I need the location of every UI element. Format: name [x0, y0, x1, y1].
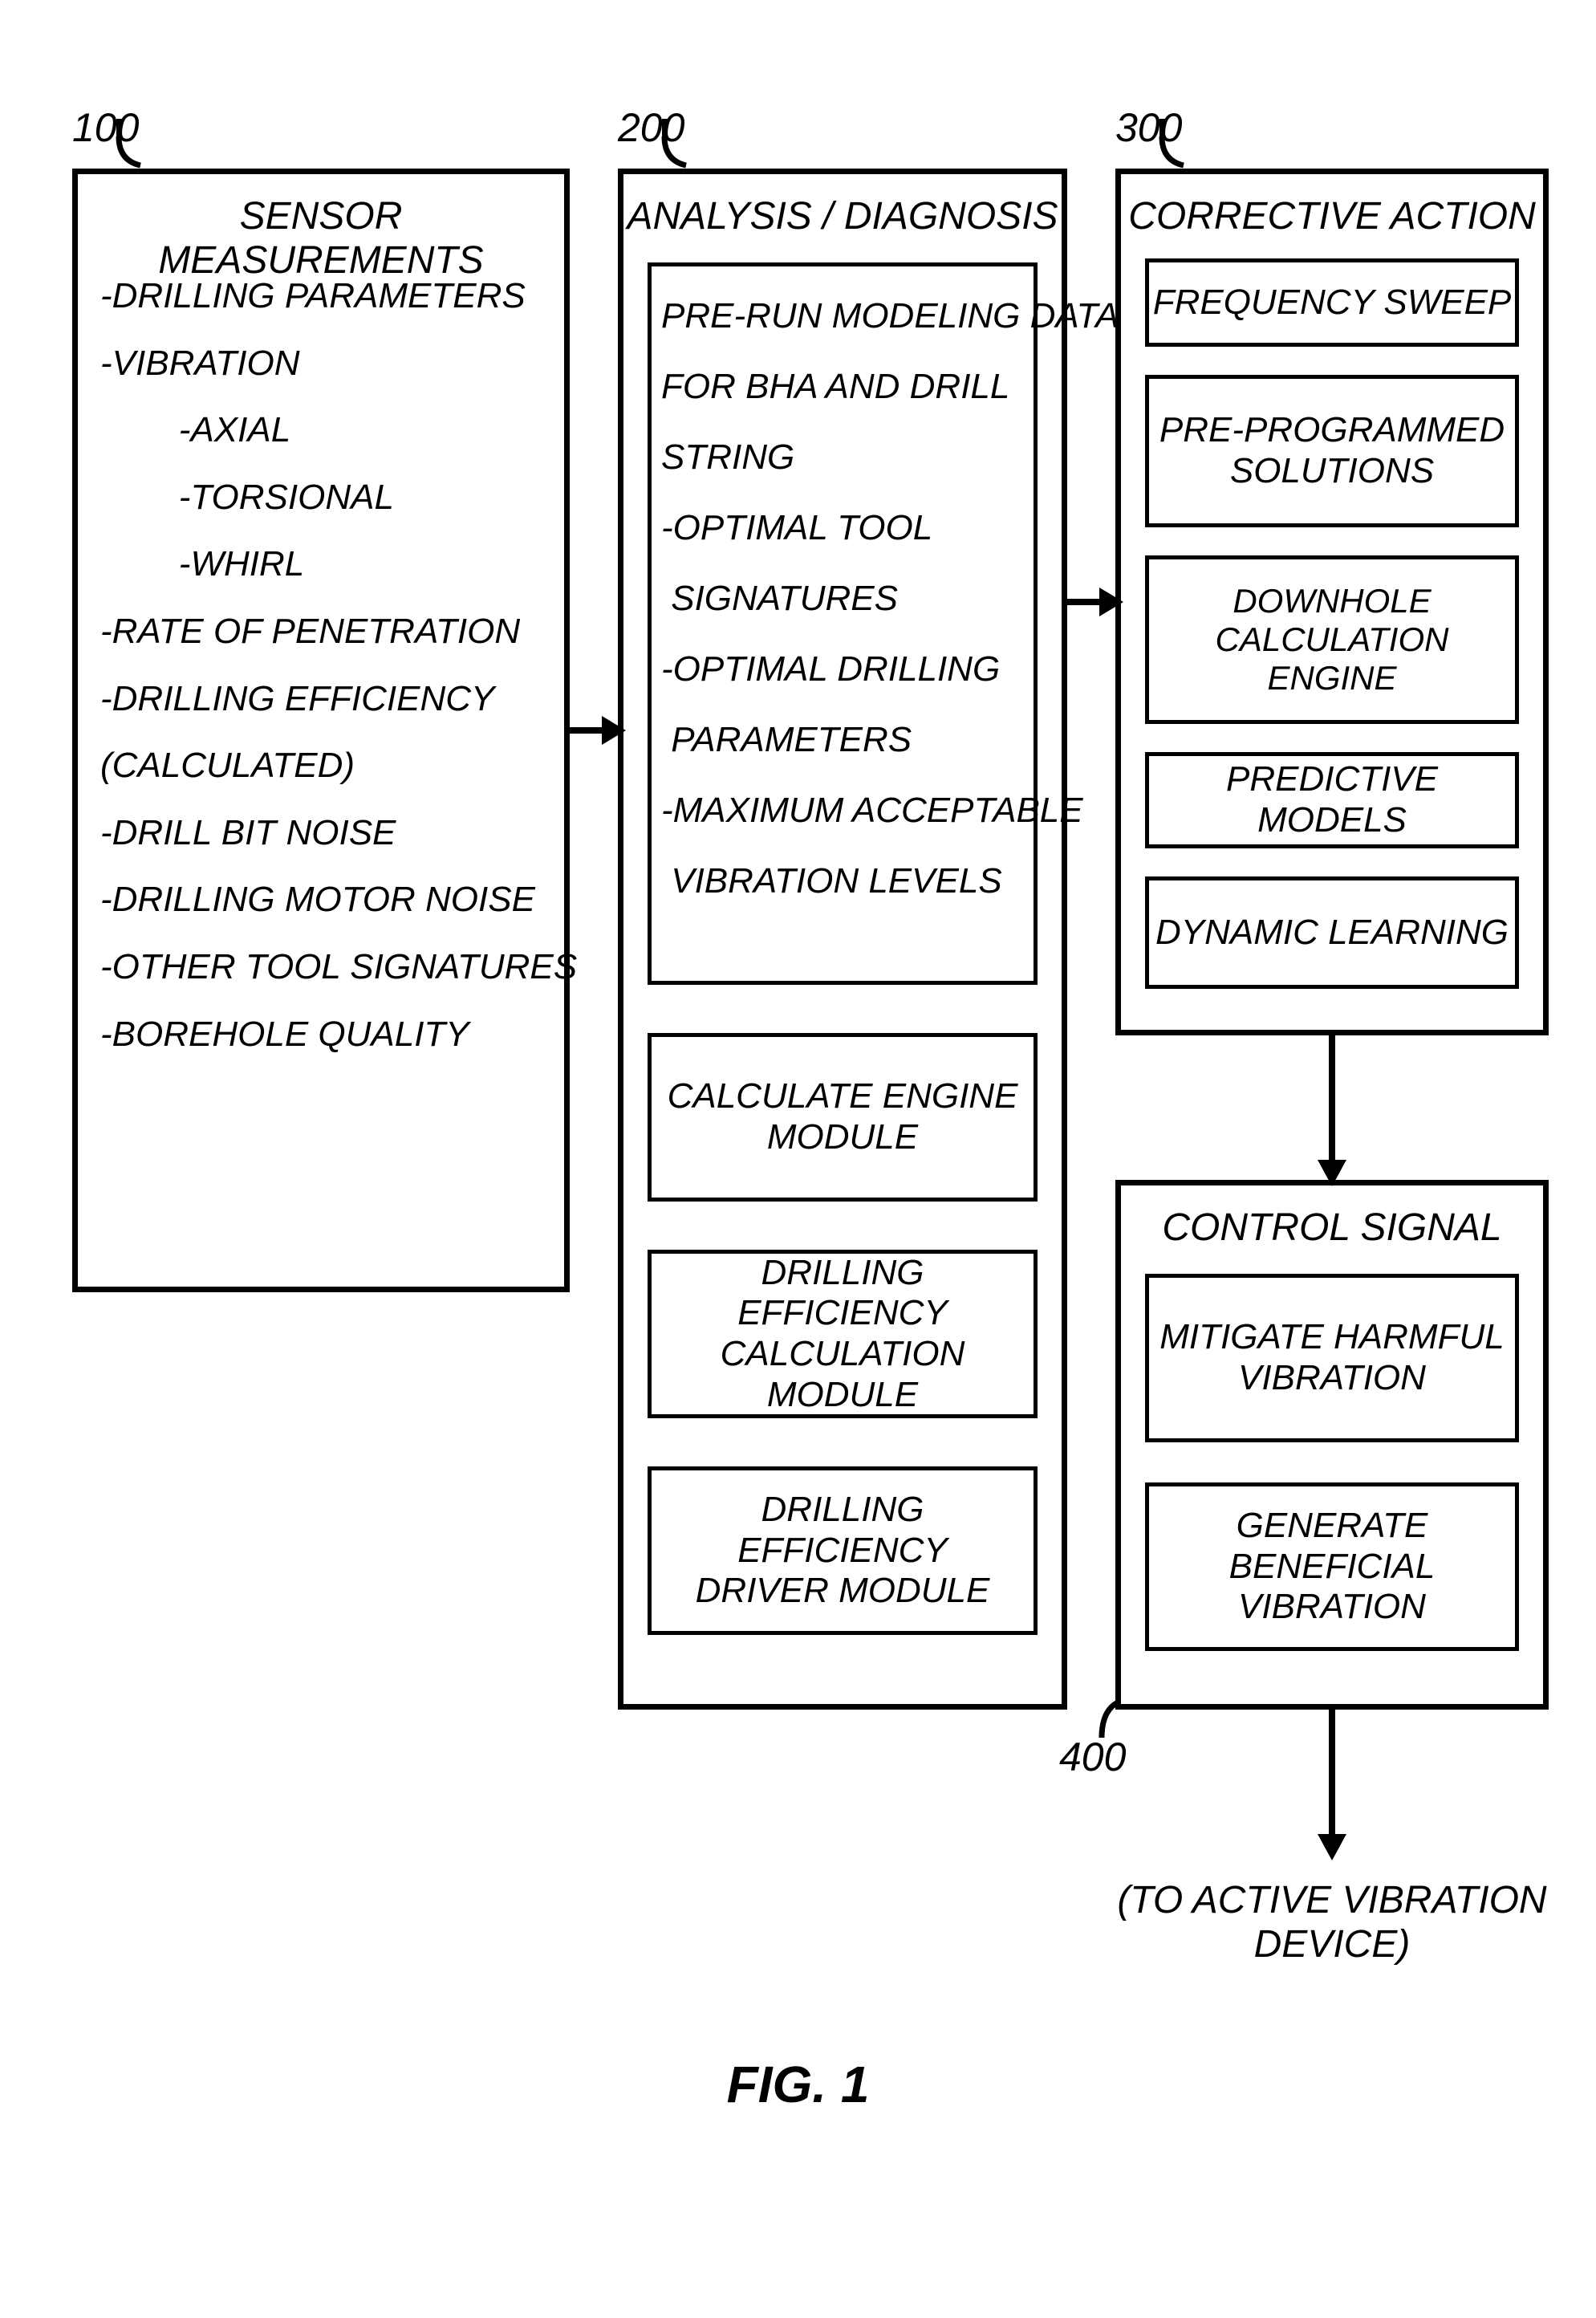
leader-analysis	[662, 119, 668, 139]
control-box: CONTROL SIGNAL MITIGATE HARMFUL VIBRATIO…	[1115, 1180, 1549, 1710]
sensor-box: SENSOR MEASUREMENTS -DRILLING PARAMETERS…	[72, 169, 570, 1292]
corrective-downhole-box: DOWNHOLE CALCULATION ENGINE	[1145, 555, 1519, 724]
analysis-calc-engine-text: CALCULATE ENGINE MODULE	[668, 1076, 1018, 1157]
leader-analysis-curve	[662, 136, 694, 169]
analysis-box: ANALYSIS / DIAGNOSIS PRE-RUN MODELING DA…	[618, 169, 1067, 1710]
control-generate-box: GENERATE BENEFICIAL VIBRATION	[1145, 1482, 1519, 1651]
control-mitigate-box: MITIGATE HARMFUL VIBRATION	[1145, 1274, 1519, 1442]
corrective-downhole-text: DOWNHOLE CALCULATION ENGINE	[1149, 582, 1515, 698]
corrective-preprog-text: PRE-PROGRAMMED SOLUTIONS	[1159, 410, 1505, 491]
analysis-title: ANALYSIS / DIAGNOSIS	[623, 194, 1062, 238]
footnote: (TO ACTIVE VIBRATION DEVICE)	[1043, 1878, 1596, 1966]
arrow-analysis-to-corrective	[1067, 578, 1123, 626]
corrective-title: CORRECTIVE ACTION	[1121, 194, 1543, 238]
figure-canvas: 100 200 300 400 SENSOR MEASUREMENTS -DRI…	[0, 0, 1596, 2318]
corrective-freq-box: FREQUENCY SWEEP	[1145, 258, 1519, 347]
sensor-list: -DRILLING PARAMETERS -VIBRATION -AXIAL -…	[100, 262, 577, 1068]
corrective-predictive-text: PREDICTIVE MODELS	[1149, 759, 1515, 840]
analysis-eff-driver-text: DRILLING EFFICIENCY DRIVER MODULE	[652, 1490, 1034, 1612]
arrow-sensor-to-analysis	[570, 706, 626, 754]
figure-label: FIG. 1	[0, 2055, 1596, 2114]
control-title: CONTROL SIGNAL	[1121, 1206, 1543, 1250]
analysis-eff-driver-box: DRILLING EFFICIENCY DRIVER MODULE	[648, 1466, 1038, 1635]
arrow-control-out	[1308, 1710, 1356, 1862]
leader-sensor-curve	[116, 136, 148, 169]
control-generate-text: GENERATE BENEFICIAL VIBRATION	[1149, 1506, 1515, 1628]
leader-corrective-curve	[1159, 136, 1192, 169]
arrow-corrective-to-control	[1308, 1035, 1356, 1188]
control-mitigate-text: MITIGATE HARMFUL VIBRATION	[1159, 1317, 1504, 1398]
analysis-prerun-box: PRE-RUN MODELING DATA FOR BHA AND DRILL …	[648, 262, 1038, 985]
analysis-eff-calc-text: DRILLING EFFICIENCY CALCULATION MODULE	[652, 1253, 1034, 1415]
corrective-preprog-box: PRE-PROGRAMMED SOLUTIONS	[1145, 375, 1519, 527]
corrective-box: CORRECTIVE ACTION FREQUENCY SWEEP PRE-PR…	[1115, 169, 1549, 1035]
leader-corrective	[1159, 119, 1165, 139]
analysis-eff-calc-box: DRILLING EFFICIENCY CALCULATION MODULE	[648, 1250, 1038, 1418]
analysis-calc-engine-box: CALCULATE ENGINE MODULE	[648, 1033, 1038, 1202]
corrective-dynlearn-box: DYNAMIC LEARNING	[1145, 876, 1519, 989]
corrective-dynlearn-text: DYNAMIC LEARNING	[1155, 913, 1509, 954]
analysis-prerun-text: PRE-RUN MODELING DATA FOR BHA AND DRILL …	[661, 281, 1119, 917]
corrective-freq-text: FREQUENCY SWEEP	[1153, 283, 1512, 323]
corrective-predictive-box: PREDICTIVE MODELS	[1145, 752, 1519, 848]
